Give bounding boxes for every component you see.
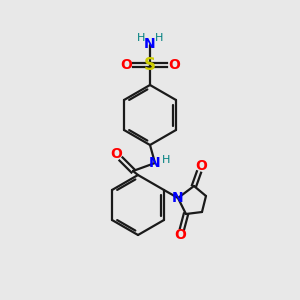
- Text: O: O: [120, 58, 132, 72]
- Text: S: S: [144, 56, 156, 74]
- Text: O: O: [174, 228, 186, 242]
- Text: H: H: [162, 155, 170, 165]
- Text: O: O: [168, 58, 180, 72]
- Text: H: H: [155, 33, 163, 43]
- Text: N: N: [149, 156, 161, 170]
- Text: O: O: [195, 159, 207, 173]
- Text: H: H: [137, 33, 145, 43]
- Text: N: N: [172, 191, 184, 205]
- Text: N: N: [144, 37, 156, 51]
- Text: O: O: [110, 147, 122, 161]
